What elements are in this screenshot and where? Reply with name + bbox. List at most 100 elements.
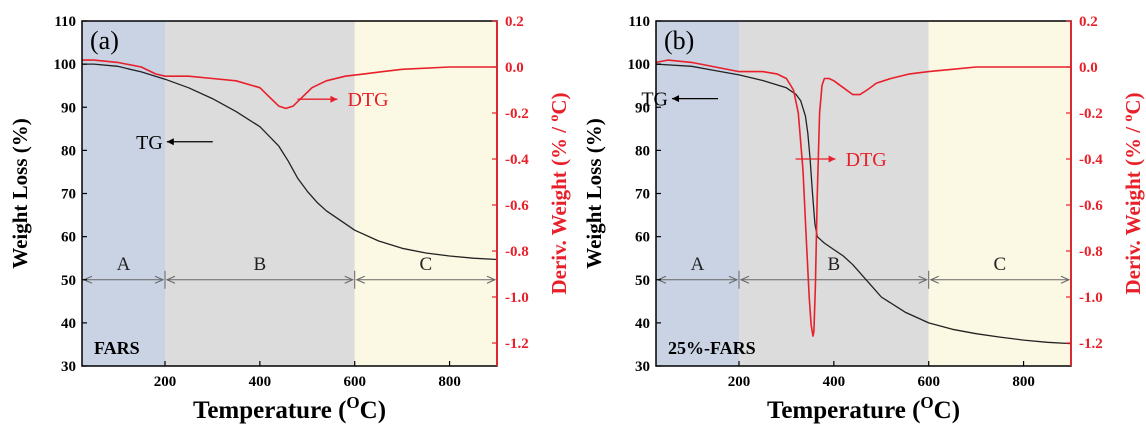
x-tick-label: 800 <box>438 374 461 390</box>
sample-label: 25%-FARS <box>668 338 756 358</box>
y2-axis-title-sup: o <box>1121 115 1136 122</box>
region-arrows: A B C <box>82 254 497 289</box>
y2-axis-title: Deriv. Weight (% / oC) <box>547 92 571 294</box>
y2-tick-label: -1.0 <box>1079 290 1103 306</box>
x-tick-label: 400 <box>249 374 272 390</box>
region-label-c: C <box>420 254 433 275</box>
region-b <box>165 21 355 366</box>
x-axis-title-end: C) <box>360 397 386 424</box>
arrowhead-left <box>739 275 750 284</box>
series-tg-line <box>655 63 1072 345</box>
y-tick-label: 80 <box>61 143 76 159</box>
x-axis-title: Temperature (OC) <box>193 393 386 424</box>
region-a <box>82 21 165 366</box>
y2-tick-label: -0.4 <box>505 152 529 168</box>
x-axis: 200 400 600 800 <box>154 361 461 390</box>
x-axis-title-sup: O <box>346 393 359 412</box>
region-b <box>739 21 929 366</box>
y-axis-title: Weight Loss (%) <box>8 118 32 269</box>
y2-tick-label: 0.0 <box>1079 60 1098 76</box>
y2-tick-label: 0.2 <box>505 14 524 30</box>
y2-tick-label: -0.6 <box>1079 198 1103 214</box>
y-tick-label: 90 <box>61 100 76 116</box>
y2-tick-label: -0.2 <box>1079 106 1103 122</box>
region-c <box>354 21 497 366</box>
region-label-c: C <box>994 254 1007 275</box>
x-tick-label: 800 <box>1012 374 1035 390</box>
arrowhead-right <box>154 275 165 284</box>
y2-tick-label: -1.2 <box>1079 336 1103 352</box>
y2-tick-label: 0.2 <box>1079 14 1098 30</box>
y-axis-left: 30 40 50 60 70 80 90 100 110 <box>54 14 87 375</box>
x-axis-title: Temperature (OC) <box>767 393 960 424</box>
annotation-label: DTG <box>846 149 887 171</box>
arrowhead-left <box>929 275 939 284</box>
x-tick-label: 600 <box>917 374 940 390</box>
annotation-arrowhead <box>330 95 338 103</box>
y2-axis-title-sup: o <box>547 115 562 122</box>
y2-tick-label: -0.8 <box>505 244 529 260</box>
y-tick-label: 90 <box>635 100 650 116</box>
arrowhead-left <box>165 275 176 284</box>
region-label-b: B <box>254 254 267 275</box>
y-axis-right: -1.2 -1.0 -0.8 -0.6 -0.4 -0.2 0.0 0.2 <box>492 14 529 352</box>
x-tick-label: 200 <box>154 374 177 390</box>
region-arrows: A B C <box>656 254 1071 289</box>
y-tick-label: 30 <box>635 359 650 375</box>
arrowhead-right <box>486 275 497 284</box>
arrowhead-right <box>918 275 928 284</box>
y-tick-label: 30 <box>61 359 76 375</box>
series-dtg-line <box>655 59 1071 337</box>
y2-axis-title-text: Deriv. Weight (% / <box>547 122 571 295</box>
annotation-dtg: DTG <box>795 149 887 171</box>
region-label-b: B <box>828 254 841 275</box>
x-axis-title-text: Temperature ( <box>193 397 346 424</box>
y2-tick-label: -0.4 <box>1079 152 1103 168</box>
x-tick-label: 200 <box>728 374 751 390</box>
y2-tick-label: -0.6 <box>505 198 529 214</box>
y-tick-label: 70 <box>635 187 650 203</box>
annotation-dtg: DTG <box>297 89 389 111</box>
annotation-arrowhead <box>672 95 680 103</box>
annotation-tg: TG <box>136 132 213 154</box>
annotation-arrowhead <box>166 138 174 146</box>
annotation-tg: TG <box>641 89 719 111</box>
x-axis-title-text: Temperature ( <box>767 397 920 424</box>
y2-axis-title-end: C) <box>1121 92 1145 114</box>
y2-tick-label: -1.0 <box>505 290 529 306</box>
sample-label: FARS <box>94 338 140 358</box>
y-tick-label: 50 <box>635 273 650 289</box>
annotation-label: TG <box>641 89 668 111</box>
y2-axis-title-text: Deriv. Weight (% / <box>1121 122 1145 295</box>
y2-axis-title-end: C) <box>547 92 571 114</box>
y-axis-title: Weight Loss (%) <box>582 118 606 269</box>
panel-a: A B C30405060708090100110-1.2-1.0-0.8-0.6-… <box>8 14 571 424</box>
y-tick-label: 50 <box>61 273 76 289</box>
y-axis-right: -1.2 -1.0 -0.8 -0.6 -0.4 -0.2 0.0 0.2 <box>1066 14 1103 352</box>
y-tick-label: 60 <box>635 230 650 246</box>
arrowhead-right <box>1060 275 1071 284</box>
y-tick-label: 70 <box>61 187 76 203</box>
series-tg-line <box>82 63 498 261</box>
region-label-a: A <box>691 254 705 275</box>
region-a <box>656 21 739 366</box>
x-axis: 200 400 600 800 <box>728 361 1035 390</box>
panel-label: (b) <box>664 26 694 55</box>
arrowhead-right <box>344 275 354 284</box>
y2-tick-label: 0.0 <box>505 60 524 76</box>
annotation-label: DTG <box>347 89 388 111</box>
arrowhead-right <box>728 275 739 284</box>
x-axis-title-end: C) <box>934 397 960 424</box>
annotation-label: TG <box>136 132 163 154</box>
y2-tick-label: -1.2 <box>505 336 529 352</box>
x-tick-label: 600 <box>343 374 366 390</box>
y-axis-left: 30 40 50 60 70 80 90 100 110 <box>628 14 661 375</box>
x-tick-label: 400 <box>823 374 846 390</box>
x-axis-title-sup: O <box>920 393 933 412</box>
y-tick-label: 40 <box>61 316 76 332</box>
y-tick-label: 60 <box>61 230 76 246</box>
y2-tick-label: -0.2 <box>505 106 529 122</box>
arrowhead-left <box>355 275 365 284</box>
annotation-arrowhead <box>828 155 836 163</box>
